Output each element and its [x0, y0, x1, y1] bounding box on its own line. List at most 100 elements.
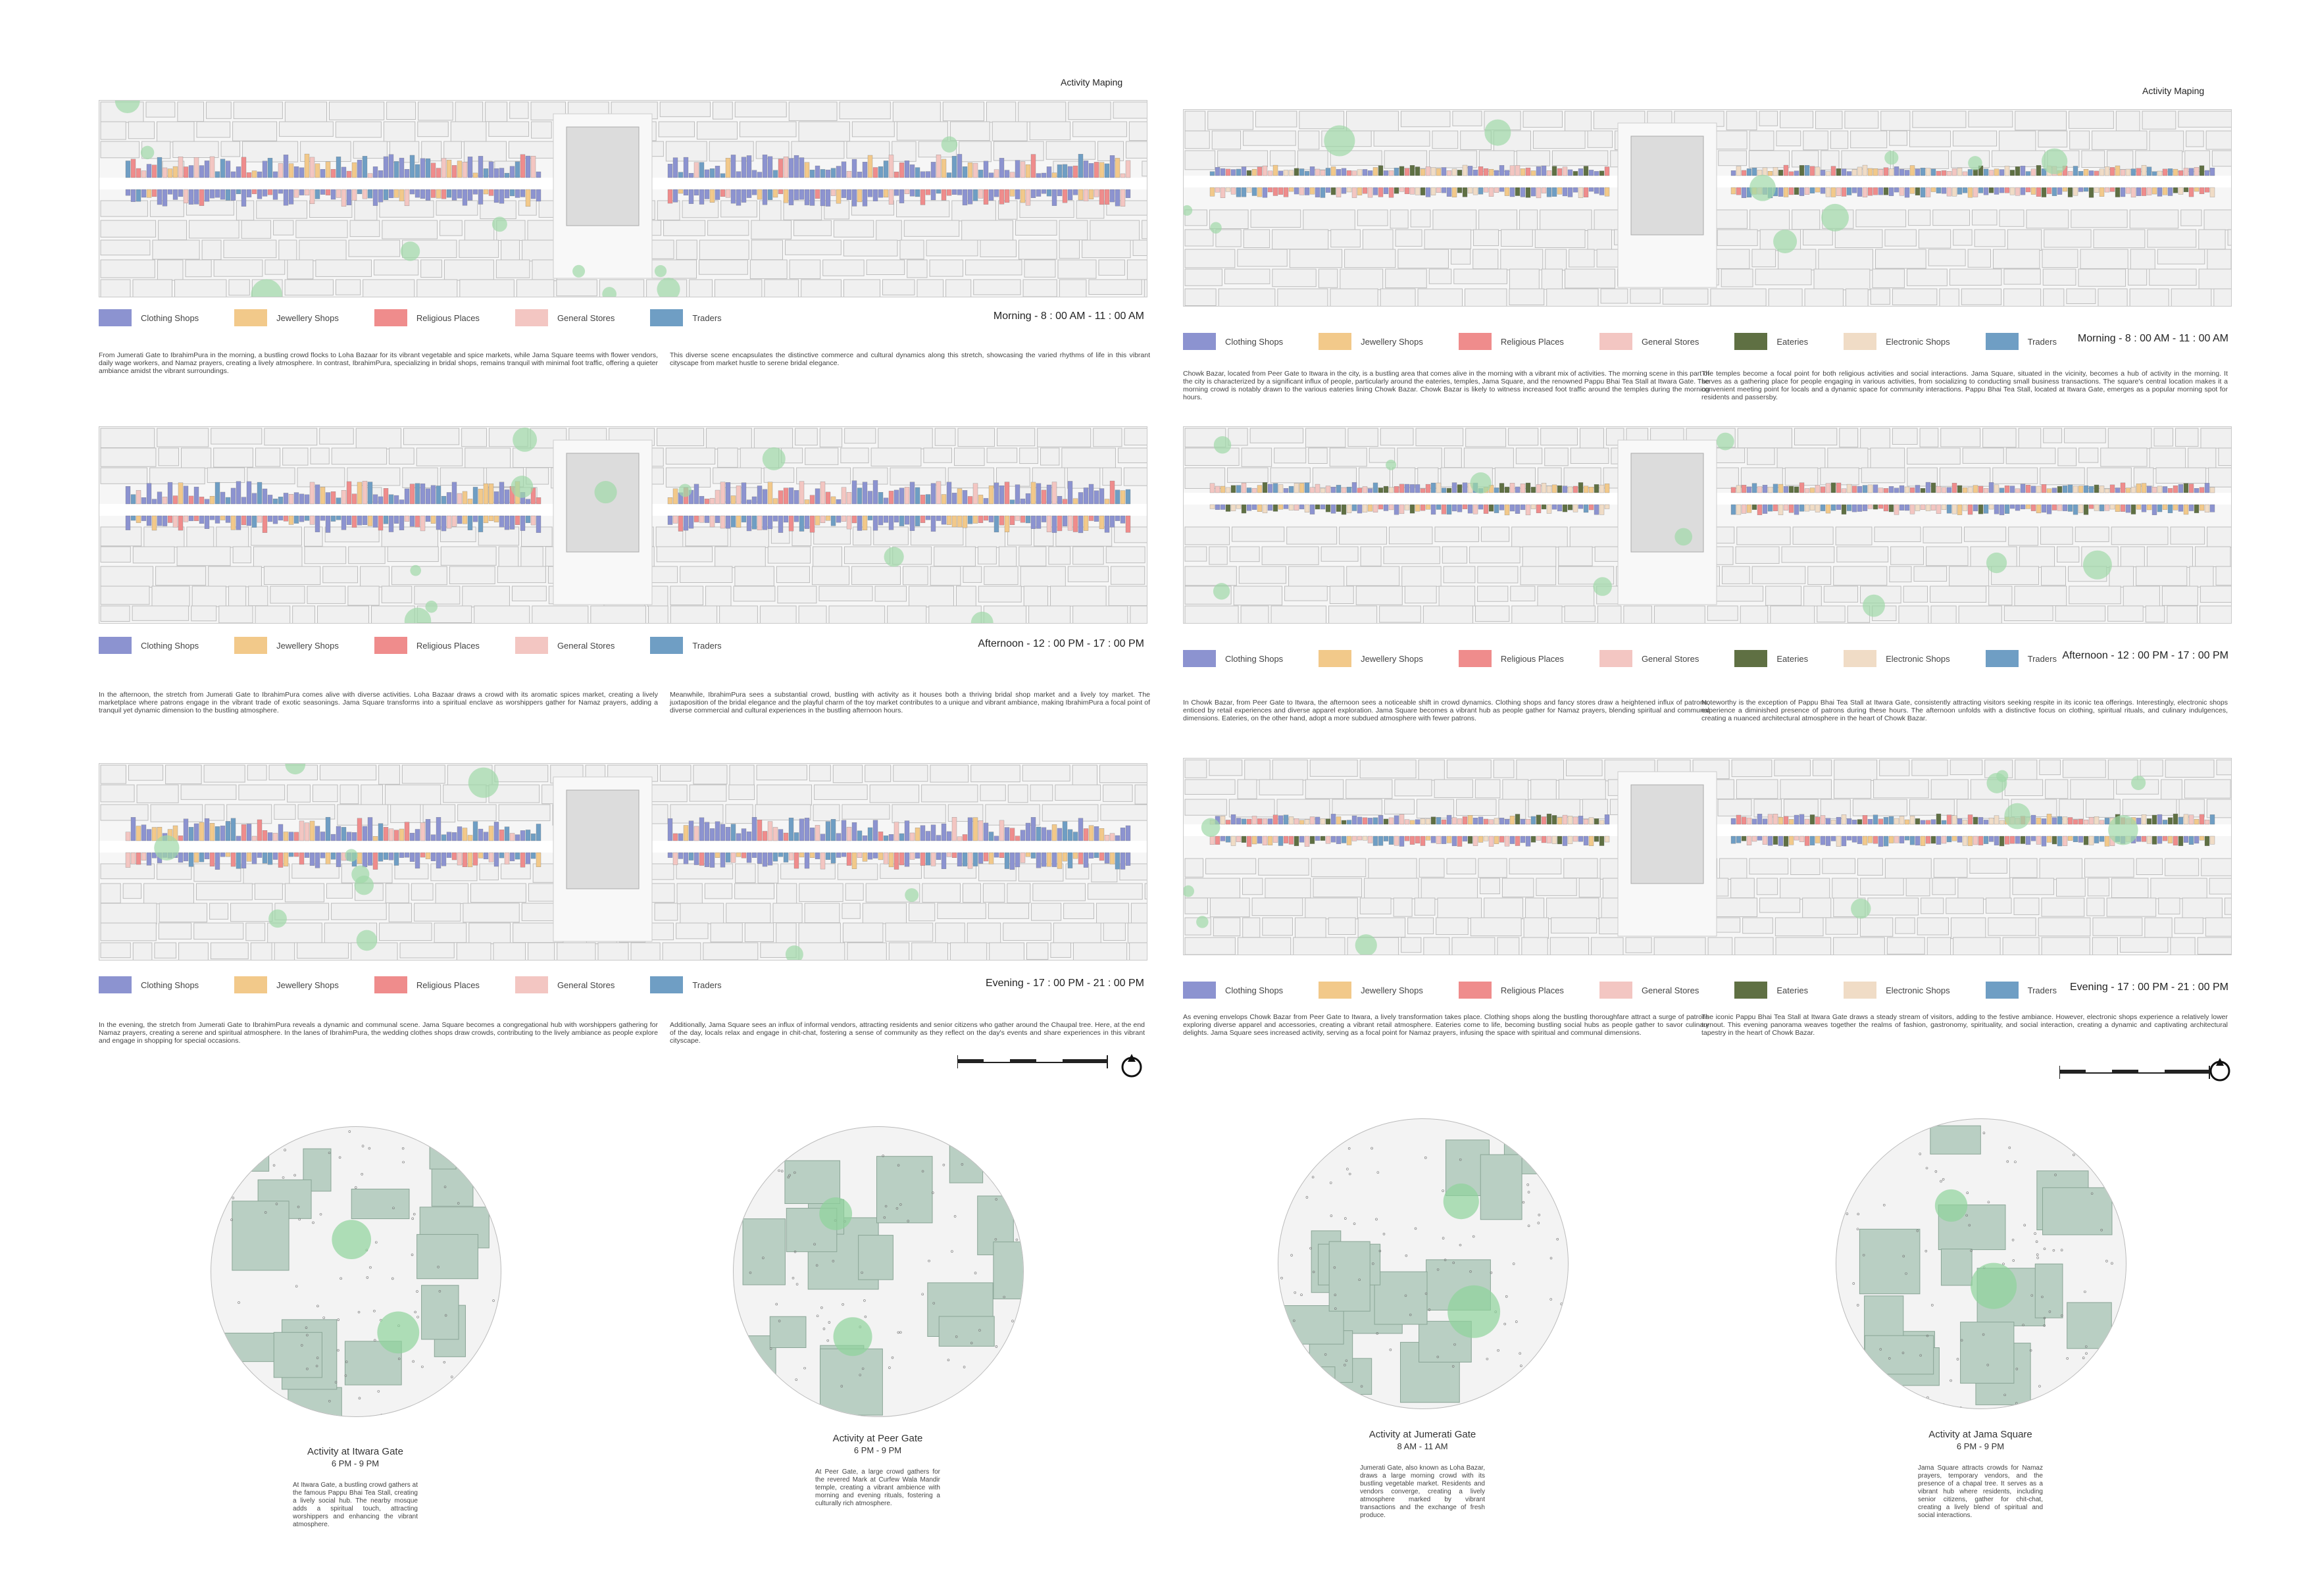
person-dot [2038, 1385, 2041, 1387]
building-block [809, 764, 831, 782]
shop-bar [909, 832, 915, 841]
shop-bar [1499, 165, 1505, 176]
building-block [152, 239, 200, 260]
shop-bar [278, 824, 284, 841]
shop-bar [1899, 485, 1905, 493]
building-block [1108, 586, 1147, 607]
building-block [1380, 428, 1414, 446]
person-dot [368, 1147, 371, 1150]
building-block [1477, 586, 1509, 602]
building-block [1270, 467, 1311, 484]
building-block [2144, 917, 2173, 938]
shop-bar [304, 153, 310, 178]
building-block [1895, 917, 1915, 934]
shop-bar [1299, 187, 1305, 195]
shop-bar [1257, 818, 1263, 825]
shop-bar [867, 515, 873, 520]
shop-bar [446, 159, 452, 178]
shop-bar [1262, 165, 1268, 176]
person-dot [832, 1260, 835, 1262]
building-block [1898, 605, 1929, 623]
building-block [440, 220, 463, 236]
building-block [1088, 279, 1142, 295]
shop-bar [962, 166, 968, 178]
person-dot [416, 1290, 418, 1293]
shop-bar [915, 828, 920, 841]
building-block [1870, 288, 1890, 305]
shop-bar [1072, 515, 1078, 532]
person-dot [215, 1411, 218, 1414]
shop-bar [2041, 484, 2047, 493]
shop-bar [820, 515, 826, 523]
building-block [1928, 249, 1966, 266]
shop-bar [1020, 189, 1026, 203]
shop-bar [488, 515, 494, 521]
shop-bar [2109, 484, 2115, 493]
shop-bar [1851, 820, 1857, 825]
building-block [957, 428, 995, 447]
shop-bar [457, 515, 463, 524]
building-block [1974, 229, 2005, 247]
shop-bar [967, 852, 973, 869]
building-block [935, 922, 965, 944]
legend-item-traders: Traders [1985, 333, 2057, 350]
person-dot [907, 1220, 910, 1222]
person-dot [769, 1347, 772, 1350]
shop-bar [972, 852, 978, 866]
shop-bar [2104, 488, 2110, 493]
shop-bar [393, 189, 399, 198]
shop-bar [1830, 482, 1836, 493]
tree-icon [1201, 818, 1220, 837]
shop-bar [1930, 835, 1936, 844]
building-block [714, 279, 763, 297]
person-dot [978, 1329, 981, 1332]
building-block [1184, 130, 1210, 149]
right-sheet-title: Activity Maping [2142, 86, 2205, 96]
shop-bar [1541, 483, 1547, 493]
shop-bar [1294, 504, 1299, 511]
shop-bar [2088, 187, 2094, 198]
shop-bar [899, 833, 905, 841]
shop-bar [999, 852, 1005, 859]
building-block [1755, 268, 1812, 286]
shop-bar [2009, 486, 2015, 493]
building-block [1068, 101, 1111, 120]
shop-bar [757, 172, 763, 178]
shop-bar [457, 493, 463, 505]
building-block [1751, 566, 1806, 584]
shop-bar [488, 161, 494, 178]
scale-segment [2165, 1070, 2209, 1073]
shop-bar [257, 852, 263, 858]
shop-bar [1967, 504, 1973, 515]
tree-icon [2041, 148, 2068, 174]
legend-item-general: General Stores [515, 976, 615, 993]
circle-map [733, 1126, 1024, 1417]
person-dot [1286, 1332, 1290, 1335]
shop-bar [214, 515, 220, 524]
building-block [383, 121, 416, 142]
shop-bar [209, 852, 215, 867]
shop-bar [193, 486, 199, 505]
building-block [1578, 878, 1601, 898]
shop-bar [1451, 817, 1457, 825]
shop-bar [746, 831, 752, 841]
building-block [157, 428, 209, 447]
building-block [1330, 229, 1361, 248]
shop-bar [941, 515, 947, 525]
shop-bar [325, 189, 331, 195]
shop-bar [2136, 818, 2142, 825]
shop-bar [888, 852, 894, 868]
person-dot [1305, 1196, 1309, 1199]
shop-bar [1267, 170, 1273, 176]
person-dot [1309, 1247, 1312, 1250]
person-dot [842, 1303, 844, 1306]
shop-bar [1909, 504, 1915, 514]
legend-item-general: General Stores [515, 637, 615, 654]
shop-bar [415, 515, 420, 528]
building-block [955, 586, 976, 607]
shop-bar [1094, 852, 1099, 859]
person-dot [1404, 1294, 1407, 1297]
shop-bar [1836, 482, 1842, 493]
person-dot [1414, 1227, 1417, 1230]
shop-bar [462, 491, 468, 505]
